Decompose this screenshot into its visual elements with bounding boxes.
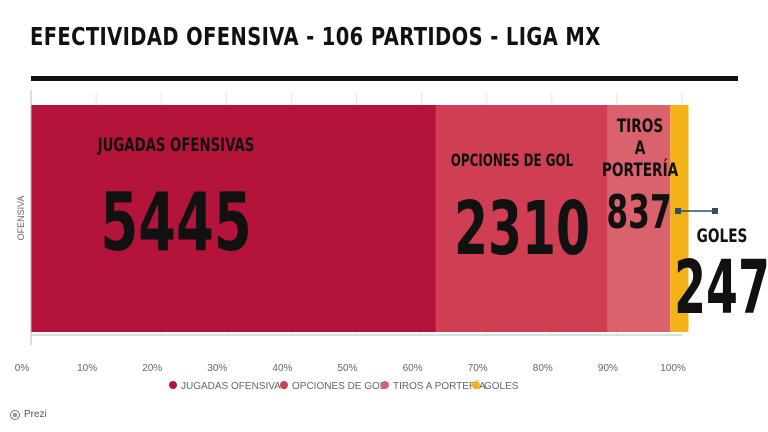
x-tick-label: 60% bbox=[403, 363, 423, 374]
prezi-logo-icon bbox=[10, 409, 20, 420]
x-tick-label: 90% bbox=[598, 363, 618, 374]
series-label: JUGADAS OFENSIVAS bbox=[97, 134, 254, 156]
legend-label: OPCIONES DE GOL bbox=[292, 381, 386, 392]
callout-marker bbox=[712, 208, 718, 214]
prezi-brand-text: Prezi bbox=[24, 409, 47, 420]
legend-label: TIROS A PORTERÍA bbox=[393, 379, 486, 392]
x-tick-label: 70% bbox=[468, 363, 488, 374]
series-label: PORTERÍA bbox=[602, 159, 679, 181]
data-label: 5445 bbox=[100, 177, 251, 269]
legend-marker bbox=[280, 381, 288, 389]
series-label: A bbox=[635, 137, 646, 159]
legend-marker bbox=[472, 381, 480, 389]
series-label: GOLES bbox=[697, 225, 748, 247]
x-tick-label: 40% bbox=[272, 363, 292, 374]
series-label: OPCIONES DE GOL bbox=[451, 151, 573, 171]
x-tick-label: 0% bbox=[15, 363, 30, 374]
x-tick-label: 80% bbox=[533, 363, 553, 374]
data-label: 837 bbox=[606, 186, 671, 240]
x-tick-label: 100% bbox=[660, 363, 686, 374]
x-tick-label: 10% bbox=[77, 363, 97, 374]
bar-segment bbox=[607, 105, 671, 332]
x-tick-label: 50% bbox=[337, 363, 357, 374]
legend-label: GOLES bbox=[484, 381, 519, 392]
footer: Prezi bbox=[10, 409, 47, 420]
title-divider bbox=[31, 76, 738, 81]
series-label: TIROS bbox=[617, 115, 663, 137]
data-label: 247 bbox=[674, 244, 768, 331]
x-tick-label: 30% bbox=[207, 363, 227, 374]
data-label: 2310 bbox=[454, 186, 590, 272]
x-tick-label: 20% bbox=[142, 363, 162, 374]
callout-marker bbox=[675, 208, 681, 214]
legend-marker bbox=[381, 381, 389, 389]
legend-marker bbox=[169, 381, 177, 389]
legend-label: JUGADAS OFENSIVAS bbox=[181, 381, 288, 392]
bar-segment bbox=[670, 105, 689, 332]
bar-segment bbox=[31, 105, 436, 332]
chart-title: EFECTIVIDAD OFENSIVA - 106 PARTIDOS - LI… bbox=[30, 22, 601, 51]
y-category-label: OFENSIVA bbox=[16, 196, 26, 241]
bar-segment bbox=[435, 105, 608, 332]
